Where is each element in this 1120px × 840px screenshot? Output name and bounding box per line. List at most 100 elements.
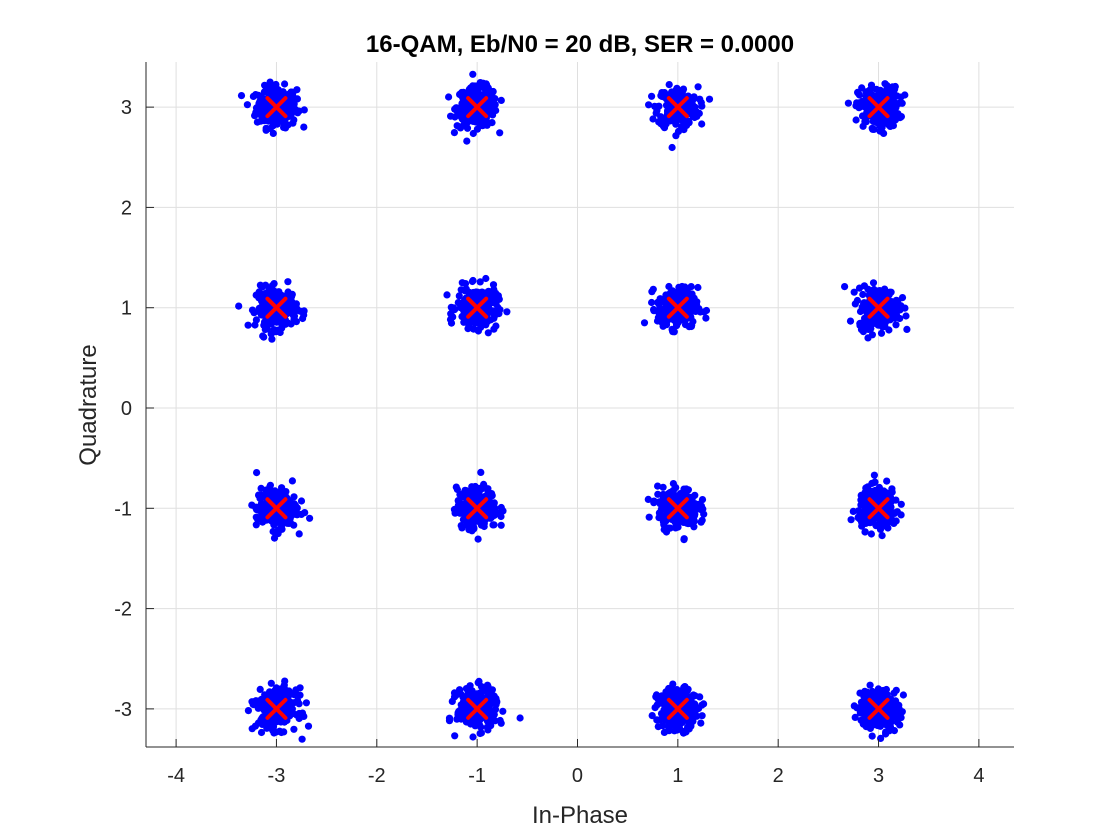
received-point <box>860 299 868 307</box>
received-point <box>496 716 504 725</box>
received-point <box>273 94 281 102</box>
received-point <box>261 281 270 289</box>
received-point <box>244 707 252 715</box>
received-point <box>286 300 294 308</box>
received-point <box>256 701 264 710</box>
y-axis-label: Quadrature <box>75 344 102 465</box>
marker-stroke <box>867 296 890 319</box>
received-point <box>468 483 476 491</box>
received-point <box>696 693 704 701</box>
received-point <box>883 520 891 528</box>
received-point <box>302 699 310 707</box>
received-point <box>855 91 864 99</box>
received-point <box>851 713 859 722</box>
received-point <box>458 279 466 287</box>
received-point <box>648 298 656 307</box>
received-point <box>266 688 274 696</box>
received-point <box>871 478 879 486</box>
received-point <box>285 517 293 525</box>
received-point <box>269 527 277 536</box>
received-point <box>875 312 883 320</box>
received-point <box>295 700 303 708</box>
received-point <box>889 698 897 706</box>
received-point <box>893 508 901 516</box>
received-point <box>696 95 704 103</box>
received-point <box>289 311 297 319</box>
received-point <box>661 494 669 502</box>
received-point <box>896 314 904 323</box>
received-point <box>869 718 877 726</box>
received-point <box>445 93 453 101</box>
received-point <box>658 307 666 315</box>
received-point <box>663 318 671 326</box>
received-point <box>459 693 467 701</box>
tick-labels: -4 -3 -2 -1 0 1 2 3 4 -3 -2 -1 0 1 2 3 <box>114 97 984 787</box>
received-point <box>849 507 857 515</box>
received-point <box>885 86 893 94</box>
received-point <box>252 316 260 324</box>
received-point <box>901 91 909 99</box>
received-point <box>266 483 274 491</box>
received-point <box>852 116 860 124</box>
marker-stroke <box>666 96 689 119</box>
ideal-symbol-marker <box>466 96 489 119</box>
received-point <box>455 292 463 300</box>
received-point <box>290 510 298 518</box>
received-point <box>878 323 887 331</box>
received-point <box>896 114 904 122</box>
marker-stroke <box>265 497 288 520</box>
received-point <box>870 471 879 479</box>
received-point <box>474 327 482 335</box>
received-point <box>680 536 688 544</box>
received-point <box>460 100 468 108</box>
received-point <box>668 143 676 152</box>
received-point <box>491 705 500 714</box>
received-point <box>885 326 893 334</box>
x-tick-label: 3 <box>873 765 884 787</box>
received-point <box>689 691 698 699</box>
received-point <box>273 113 281 121</box>
x-tick-label: 2 <box>773 765 784 787</box>
received-point <box>856 689 864 697</box>
received-point <box>477 729 485 737</box>
received-point <box>452 691 460 699</box>
received-point <box>645 513 653 521</box>
received-point <box>640 319 649 327</box>
x-tick-label: -1 <box>468 765 486 787</box>
received-point <box>454 497 462 505</box>
marker-stroke <box>466 296 489 319</box>
x-axis-label: In-Phase <box>532 802 628 829</box>
received-point <box>679 85 688 93</box>
received-point <box>258 111 266 120</box>
received-point <box>503 308 511 316</box>
y-tick-label: 3 <box>121 97 132 119</box>
received-point <box>859 290 867 299</box>
received-point <box>451 732 459 740</box>
marker-stroke <box>666 497 689 520</box>
ideal-symbol-marker <box>265 96 288 119</box>
received-point <box>648 712 656 720</box>
received-point <box>254 91 262 99</box>
received-point <box>888 488 896 496</box>
received-point <box>289 93 297 101</box>
received-point <box>860 282 869 290</box>
received-point <box>272 290 280 298</box>
received-point <box>877 287 885 295</box>
received-point <box>892 517 900 525</box>
received-point <box>659 722 667 730</box>
received-point <box>454 506 462 514</box>
received-point <box>863 721 872 730</box>
ideal-symbol-marker <box>867 697 890 720</box>
received-point <box>659 122 668 130</box>
received-point <box>267 679 275 687</box>
received-point <box>841 283 849 291</box>
received-point <box>684 285 692 293</box>
received-point <box>283 105 292 114</box>
ideal-symbol-marker <box>265 497 288 520</box>
received-point <box>244 321 252 329</box>
received-point <box>266 124 274 133</box>
received-point <box>892 321 900 329</box>
received-point <box>454 110 462 118</box>
received-point <box>685 503 693 511</box>
received-point <box>898 99 906 107</box>
